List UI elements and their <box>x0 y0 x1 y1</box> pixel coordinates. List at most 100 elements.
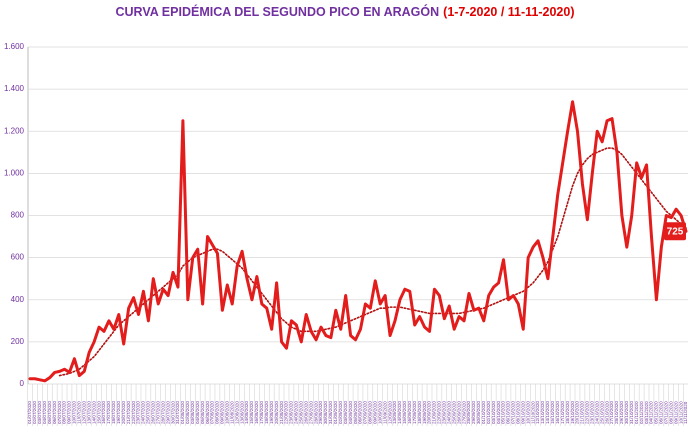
x-tick-label: 01/10/2020 <box>481 401 486 424</box>
x-tick-label: 02/07/2020 <box>32 401 37 424</box>
x-tick-label: 03/11/2020 <box>644 401 649 424</box>
x-tick-label: 18/08/2020 <box>264 401 269 424</box>
x-tick-label: 13/10/2020 <box>540 401 545 424</box>
x-tick-label: 28/08/2020 <box>313 401 318 424</box>
x-tick-label: 15/08/2020 <box>249 401 254 424</box>
chart-title: CURVA EPIDÉMICA DEL SEGUNDO PICO EN ARAG… <box>116 4 440 19</box>
x-tick-label: 22/08/2020 <box>284 401 289 424</box>
x-tick-label: 14/07/2020 <box>91 401 96 424</box>
x-tick-label: 12/07/2020 <box>81 401 86 424</box>
x-tick-label: 28/07/2020 <box>160 401 165 424</box>
x-tick-label: 31/08/2020 <box>328 401 333 424</box>
x-tick-label: 10/09/2020 <box>377 401 382 424</box>
x-tick-label: 10/10/2020 <box>525 401 530 424</box>
x-tick-label: 03/10/2020 <box>491 401 496 424</box>
x-tick-label: 12/10/2020 <box>535 401 540 424</box>
x-tick-label: 14/08/2020 <box>244 401 249 424</box>
x-tick-label: 07/09/2020 <box>363 401 368 424</box>
x-tick-label: 05/10/2020 <box>501 401 506 424</box>
x-tick-label: 20/08/2020 <box>274 401 279 424</box>
x-tick-label: 15/07/2020 <box>96 401 101 424</box>
x-tick-label: 02/08/2020 <box>185 401 190 424</box>
x-tick-label: 06/07/2020 <box>52 401 57 424</box>
x-tick-label: 31/10/2020 <box>629 401 634 424</box>
x-tick-label: 23/09/2020 <box>442 401 447 424</box>
y-tick-label: 1.600 <box>4 42 25 51</box>
x-tick-label: 27/07/2020 <box>155 401 160 424</box>
x-tick-label: 31/07/2020 <box>175 401 180 424</box>
x-tick-label: 18/09/2020 <box>417 401 422 424</box>
x-tick-label: 11/10/2020 <box>530 401 535 424</box>
x-tick-label: 23/08/2020 <box>289 401 294 424</box>
x-tick-label: 20/10/2020 <box>575 401 580 424</box>
x-tick-label: 29/09/2020 <box>471 401 476 424</box>
x-tick-label: 08/07/2020 <box>62 401 67 424</box>
y-tick-label: 600 <box>11 253 25 262</box>
x-tick-label: 09/08/2020 <box>220 401 225 424</box>
x-tick-label: 17/10/2020 <box>560 401 565 424</box>
x-tick-label: 03/08/2020 <box>190 401 195 424</box>
x-tick-label: 17/07/2020 <box>106 401 111 424</box>
x-tick-label: 19/07/2020 <box>116 401 121 424</box>
y-tick-label: 800 <box>11 211 25 220</box>
x-tick-label: 20/07/2020 <box>121 401 126 424</box>
x-tick-label: 11/08/2020 <box>229 401 234 424</box>
x-tick-label: 22/07/2020 <box>131 401 136 424</box>
x-tick-label: 24/10/2020 <box>594 401 599 424</box>
x-tick-label: 24/08/2020 <box>294 401 299 424</box>
x-tick-label: 25/07/2020 <box>146 401 151 424</box>
x-tick-label: 12/09/2020 <box>387 401 392 424</box>
x-tick-label: 19/10/2020 <box>570 401 575 424</box>
x-tick-label: 06/11/2020 <box>659 401 664 424</box>
x-tick-label: 01/09/2020 <box>333 401 338 424</box>
x-tick-label: 18/10/2020 <box>565 401 570 424</box>
x-tick-label: 08/10/2020 <box>516 401 521 424</box>
chart-title-dates: (1-7-2020 / 11-11-2020) <box>443 5 574 19</box>
x-tick-label: 10/08/2020 <box>225 401 230 424</box>
y-tick-label: 1.200 <box>4 126 25 135</box>
x-tick-label: 08/08/2020 <box>215 401 220 424</box>
x-tick-label: 30/10/2020 <box>624 401 629 424</box>
x-tick-label: 16/09/2020 <box>407 401 412 424</box>
x-tick-label: 07/11/2020 <box>663 401 668 424</box>
x-tick-label: 09/09/2020 <box>372 401 377 424</box>
x-tick-label: 05/09/2020 <box>353 401 358 424</box>
x-tick-label: 22/10/2020 <box>585 401 590 424</box>
x-tick-label: 19/09/2020 <box>422 401 427 424</box>
x-tick-label: 04/09/2020 <box>348 401 353 424</box>
y-tick-label: 1.400 <box>4 84 25 93</box>
data-line <box>28 100 688 383</box>
x-tick-label: 27/10/2020 <box>609 401 614 424</box>
x-tick-label: 29/08/2020 <box>318 401 323 424</box>
x-tick-label: 12/08/2020 <box>234 401 239 424</box>
x-tick-label: 17/08/2020 <box>259 401 264 424</box>
x-tick-label: 04/07/2020 <box>42 401 47 424</box>
x-tick-label: 24/09/2020 <box>446 401 451 424</box>
x-tick-label: 09/10/2020 <box>520 401 525 424</box>
x-tick-label: 25/10/2020 <box>599 401 604 424</box>
x-tick-label: 23/07/2020 <box>136 401 141 424</box>
x-tick-label: 05/07/2020 <box>47 401 52 424</box>
x-tick-label: 11/11/2020 <box>683 401 688 424</box>
y-tick-label: 400 <box>11 295 25 304</box>
x-tick-label: 14/10/2020 <box>545 401 550 424</box>
x-tick-label: 07/08/2020 <box>210 401 215 424</box>
x-tick-label: 19/08/2020 <box>269 401 274 424</box>
end-label-box <box>664 222 686 241</box>
x-tick-label: 06/10/2020 <box>506 401 511 424</box>
y-tick-label: 0 <box>20 379 25 388</box>
x-tick-label: 03/07/2020 <box>37 401 42 424</box>
x-tick-label: 02/09/2020 <box>338 401 343 424</box>
x-tick-label: 13/07/2020 <box>86 401 91 424</box>
x-tick-label: 28/10/2020 <box>614 401 619 424</box>
x-tick-label: 02/11/2020 <box>639 401 644 424</box>
x-tick-label: 18/07/2020 <box>111 401 116 424</box>
x-tick-label: 25/08/2020 <box>298 401 303 424</box>
x-tick-label: 16/08/2020 <box>254 401 259 424</box>
x-tick-label: 15/09/2020 <box>402 401 407 424</box>
x-tick-label: 10/11/2020 <box>678 401 683 424</box>
x-tick-label: 01/11/2020 <box>634 401 639 424</box>
x-tick-label: 01/07/2020 <box>27 401 32 424</box>
x-tick-label: 26/09/2020 <box>456 401 461 424</box>
